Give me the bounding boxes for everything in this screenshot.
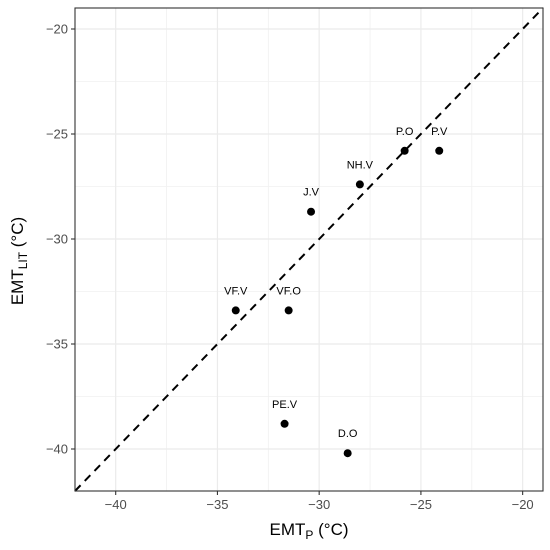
x-tick-label: −25 bbox=[410, 497, 432, 512]
reference-line-layer bbox=[74, 7, 544, 492]
point-label: J.V bbox=[303, 187, 320, 199]
x-tick-label: −40 bbox=[105, 497, 127, 512]
data-point bbox=[343, 449, 352, 458]
point-label: VF.V bbox=[224, 285, 248, 297]
point-label: P.O bbox=[396, 126, 414, 138]
point-label: PE.V bbox=[272, 399, 298, 411]
point-label: NH.V bbox=[347, 159, 374, 171]
grid bbox=[75, 8, 543, 491]
y-axis-title: EMTLIT (°C) bbox=[8, 217, 30, 305]
points-layer: P.O P.V NH.V J.V VF.V VF.O PE.V D.O bbox=[224, 126, 448, 458]
y-tick-label: −20 bbox=[46, 22, 68, 37]
panel-border bbox=[74, 7, 544, 492]
data-point bbox=[307, 207, 316, 216]
y-axis-title-subscript: LIT bbox=[16, 251, 30, 269]
y-tick-label: −35 bbox=[46, 337, 68, 352]
point-label: VF.O bbox=[276, 285, 301, 297]
y-tick-label: −25 bbox=[46, 127, 68, 142]
x-tick-label: −30 bbox=[308, 497, 330, 512]
data-point bbox=[231, 306, 240, 315]
y-axis-title-unit: (°C) bbox=[8, 217, 27, 252]
y-tick-label: −40 bbox=[46, 442, 68, 457]
data-point bbox=[400, 146, 409, 155]
data-point bbox=[280, 419, 289, 428]
y-axis-title-main: EMT bbox=[8, 269, 27, 305]
x-axis-title: EMTP (°C) bbox=[269, 520, 348, 542]
point-label: P.V bbox=[431, 126, 448, 138]
data-point bbox=[435, 146, 444, 155]
data-point bbox=[355, 180, 364, 189]
x-axis-title-subscript: P bbox=[305, 528, 313, 542]
y-axis-ticks: −40 −35 −30 −25 −20 bbox=[46, 22, 75, 457]
x-tick-label: −35 bbox=[206, 497, 228, 512]
x-axis-ticks: −40 −35 −30 −25 −20 bbox=[105, 491, 534, 512]
x-tick-label: −20 bbox=[512, 497, 534, 512]
identity-reference-line bbox=[74, 7, 544, 492]
x-axis-title-unit: (°C) bbox=[313, 520, 348, 539]
x-axis-title-main: EMT bbox=[269, 520, 305, 539]
data-point bbox=[284, 306, 293, 315]
point-label: D.O bbox=[338, 428, 358, 440]
y-tick-label: −30 bbox=[46, 232, 68, 247]
